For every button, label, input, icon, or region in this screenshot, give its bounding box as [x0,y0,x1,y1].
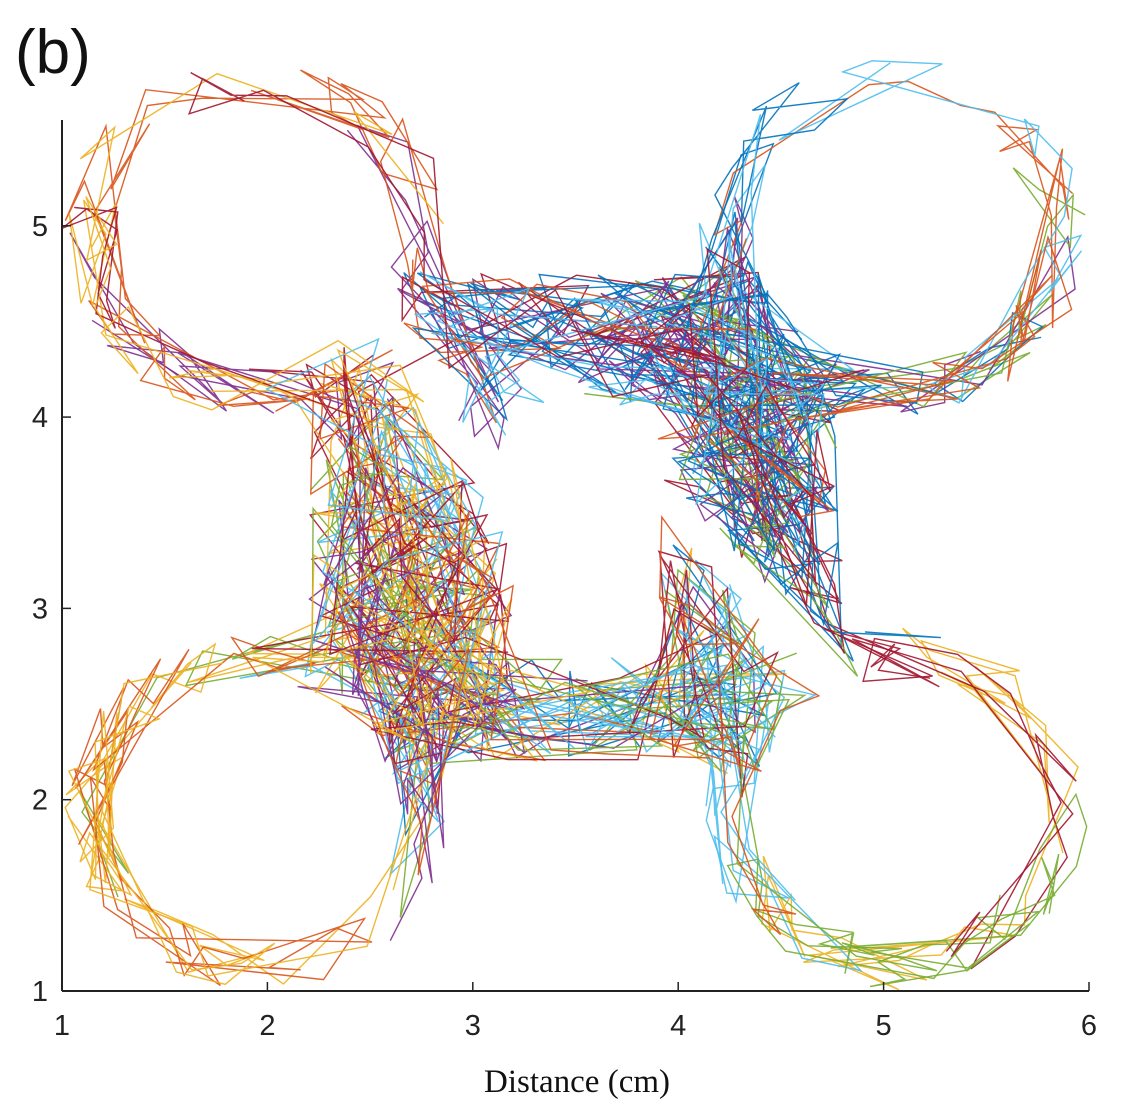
trajectory-series-4 [169,167,1086,891]
y-tick-label: 3 [32,593,48,625]
trajectory-path [480,82,924,552]
trajectory-series-3 [64,69,1088,988]
trajectory-series-1 [64,320,1079,991]
y-tick-label: 1 [32,976,48,1008]
trajectory-series-7 [79,71,1060,980]
y-ticks: 1 2 3 4 5 [32,211,71,1008]
trajectory-path [760,627,1079,991]
trajectory-path [64,69,439,575]
y-tick-label: 5 [32,211,48,243]
trajectory-path [330,444,1060,980]
trajectory-path [187,71,865,606]
trajectory-path [413,114,826,554]
x-tick-label: 6 [1081,1010,1097,1042]
trajectory-layer [62,60,1088,991]
trajectory-path [308,466,722,941]
x-tick-label: 1 [54,1010,70,1042]
trajectory-path [337,511,821,936]
axes: 1 2 3 4 5 6 1 2 3 4 5 Distance (cm) [32,120,1097,1100]
y-tick-label: 2 [32,785,48,817]
x-axis-title: Distance (cm) [484,1064,670,1100]
trajectory-path [584,167,1086,677]
panel-label: (b) [15,18,91,87]
trajectory-path [67,199,448,986]
x-tick-label: 2 [259,1010,275,1042]
x-tick-label: 4 [670,1010,686,1042]
x-tick-label: 3 [465,1010,481,1042]
trajectory-series-5 [71,60,1083,986]
x-tick-label: 5 [876,1010,892,1042]
trajectory-path [62,206,510,765]
y-tick-label: 4 [32,402,48,434]
x-ticks: 1 2 3 4 5 6 [54,982,1097,1042]
trajectory-path [316,375,796,901]
